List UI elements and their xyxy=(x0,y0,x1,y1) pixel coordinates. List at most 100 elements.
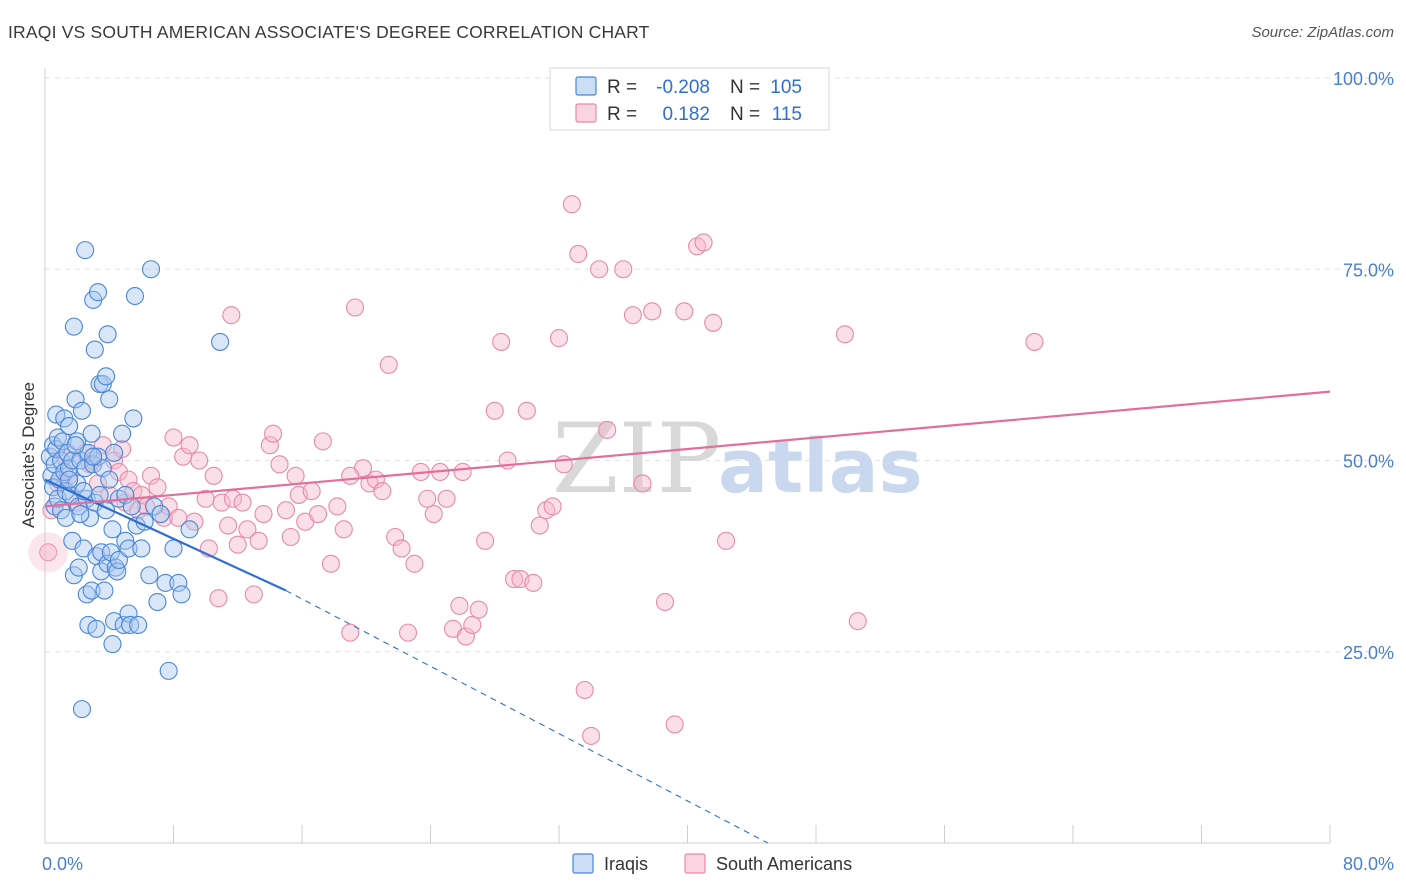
south-americans-point xyxy=(418,489,437,508)
iraqis-point xyxy=(105,443,124,462)
south-americans-point xyxy=(321,554,340,573)
south-americans-point xyxy=(164,428,183,447)
south-americans-point xyxy=(141,466,161,485)
south-americans-point xyxy=(453,462,472,482)
legend-swatch-iraqis xyxy=(575,76,597,96)
iraqis-point xyxy=(47,439,66,459)
south-americans-point xyxy=(848,612,867,631)
south-americans-point xyxy=(392,539,411,558)
south-americans-point xyxy=(530,516,549,535)
iraqis-point xyxy=(114,615,133,635)
iraqis-point xyxy=(129,615,148,635)
iraqis-point xyxy=(148,592,167,612)
y-tick-label: 50.0% xyxy=(1343,452,1394,472)
south-americans-point xyxy=(504,570,524,589)
south-americans-point xyxy=(424,504,443,524)
south-americans-point xyxy=(209,589,228,608)
iraqis-point xyxy=(84,447,103,466)
south-americans-point xyxy=(309,504,328,524)
south-americans-point xyxy=(238,520,257,539)
iraqis-point xyxy=(95,581,114,600)
bottom-legend-label-iraqis: Iraqis xyxy=(604,854,648,874)
south-americans-point xyxy=(313,432,332,451)
south-americans-point xyxy=(633,474,652,493)
y-tick-label: 75.0% xyxy=(1343,260,1394,280)
south-americans-point xyxy=(302,482,321,501)
watermark-atlas: atlas xyxy=(718,424,923,510)
south-americans-trend-line xyxy=(44,390,1331,508)
iraqis-point xyxy=(69,558,88,577)
iraqis-point xyxy=(72,401,91,420)
south-americans-point xyxy=(463,615,482,635)
south-americans-point xyxy=(222,306,241,325)
south-americans-point xyxy=(228,535,247,554)
iraqis-points xyxy=(40,241,230,719)
south-americans-point xyxy=(254,504,273,524)
y-axis-label: Associate's Degree xyxy=(19,382,38,528)
south-americans-point xyxy=(286,466,305,485)
south-americans-point xyxy=(204,466,223,485)
iraqis-point xyxy=(66,436,85,455)
south-americans-point xyxy=(590,260,609,279)
south-americans-point xyxy=(119,470,138,489)
south-americans-point xyxy=(614,260,633,279)
bottom-legend-swatch-iraqis xyxy=(572,853,594,874)
iraqis-point xyxy=(98,325,117,344)
south-americans-point xyxy=(405,554,424,573)
iraqis-point xyxy=(140,566,159,585)
iraqis-point xyxy=(108,562,127,581)
south-americans-point xyxy=(386,527,405,547)
iraqis-point xyxy=(180,520,199,539)
iraqis-point xyxy=(82,581,101,600)
grid-lines xyxy=(45,77,1390,653)
iraqis-trend-line xyxy=(44,478,287,592)
iraqis-point xyxy=(103,635,122,654)
iraqis-point xyxy=(169,573,188,592)
legend-n-value-south-americans: 115 xyxy=(772,104,802,125)
iraqis-point xyxy=(100,390,119,409)
source-label: Source: ZipAtlas.com xyxy=(1251,24,1394,41)
south-americans-point xyxy=(554,455,573,474)
south-americans-point xyxy=(543,497,562,516)
south-americans-point xyxy=(582,726,601,745)
iraqis-point xyxy=(92,543,111,562)
iraqis-point xyxy=(145,497,164,516)
iraqis-point xyxy=(113,424,132,443)
south-americans-point xyxy=(276,501,295,520)
legend-r-value-south-americans: 0.182 xyxy=(662,104,710,125)
south-americans-point xyxy=(233,493,252,512)
tick-labels: 25.0% 50.0% 75.0% 100.0% 0.0% 80.0% xyxy=(42,69,1394,874)
iraqis-point xyxy=(92,562,111,581)
legend-swatch-south-americans xyxy=(575,103,597,123)
south-americans-point xyxy=(665,715,684,734)
x-tick-label: 80.0% xyxy=(1343,854,1394,874)
iraqis-point xyxy=(172,585,191,604)
iraqis-point xyxy=(151,504,170,524)
south-americans-point xyxy=(180,436,199,455)
watermark: ZIP atlas xyxy=(552,403,923,515)
south-americans-point xyxy=(704,313,723,332)
iraqis-point xyxy=(156,573,175,592)
south-americans-point xyxy=(328,497,347,516)
south-americans-point xyxy=(334,520,353,539)
iraqis-point xyxy=(66,390,85,409)
south-americans-point xyxy=(264,424,283,443)
south-americans-point xyxy=(598,420,617,439)
y-tick-label: 25.0% xyxy=(1343,643,1394,663)
iraqis-point xyxy=(96,367,116,386)
south-americans-point xyxy=(524,573,543,592)
iraqis-point xyxy=(87,619,106,638)
south-americans-point xyxy=(476,531,495,550)
legend: R = -0.208 N = 105 R = 0.182 N = 115 xyxy=(549,67,830,131)
south-americans-point xyxy=(517,401,536,420)
south-americans-point xyxy=(655,592,675,612)
chart-title: IRAQI VS SOUTH AMERICAN ASSOCIATE'S DEGR… xyxy=(8,22,650,42)
bottom-legend-label-south-americans: South Americans xyxy=(716,854,852,874)
iraqis-point xyxy=(64,317,83,336)
south-americans-point xyxy=(341,466,360,485)
legend-n-label-south-americans: N = xyxy=(730,104,760,125)
axes xyxy=(44,68,1331,844)
legend-n-label-iraqis: N = xyxy=(730,77,760,98)
iraqis-point xyxy=(119,539,138,558)
legend-r-label-iraqis: R = xyxy=(607,77,637,98)
